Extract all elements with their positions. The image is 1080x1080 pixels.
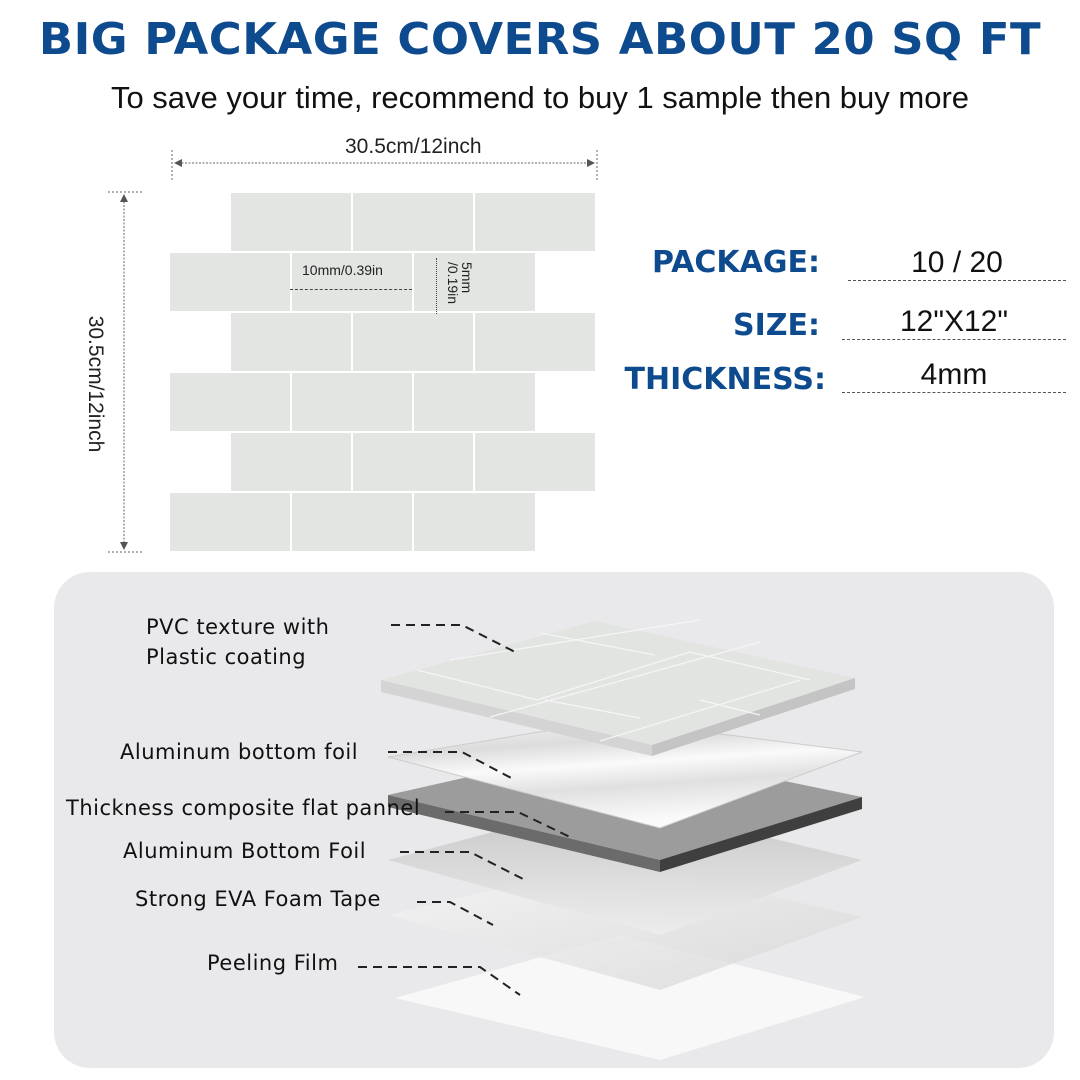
spec-size-label: SIZE: (732, 308, 820, 343)
subheadline: To save your time, recommend to buy 1 sa… (110, 80, 970, 115)
grout-width-line (290, 289, 412, 290)
layer-label-aluminum-bottom-foil: Aluminum Bottom Foil (123, 839, 367, 863)
spec-thickness-label: THICKNESS: (624, 362, 826, 397)
grout-height-line (436, 258, 437, 314)
width-label: 30.5cm/12inch (345, 135, 482, 158)
aluminum-foil-layer (387, 719, 863, 829)
peeling-film-layer (395, 935, 865, 1060)
layer-label-peeling-film: Peeling Film (207, 951, 339, 975)
spec-thickness-value: 4mm (842, 358, 1066, 393)
grout-width-label: 10mm/0.39in (302, 262, 383, 278)
spec-package-value: 10 / 20 (848, 246, 1066, 281)
layer-label-composite-panel: Thickness composite flat pannel (66, 796, 421, 820)
layer-label-pvc: PVC texture with Plastic coating (146, 615, 330, 669)
spec-package-label: PACKAGE: (651, 245, 820, 280)
pvc-texture-layer (381, 621, 855, 745)
layer-label-eva-foam: Strong EVA Foam Tape (135, 887, 381, 911)
dimension-lines (108, 150, 598, 553)
headline: BIG PACKAGE COVERS ABOUT 20 SQ FT (38, 14, 1042, 65)
spec-size-value: 12"X12" (842, 305, 1066, 340)
layer-label-aluminum-foil: Aluminum bottom foil (120, 740, 359, 764)
